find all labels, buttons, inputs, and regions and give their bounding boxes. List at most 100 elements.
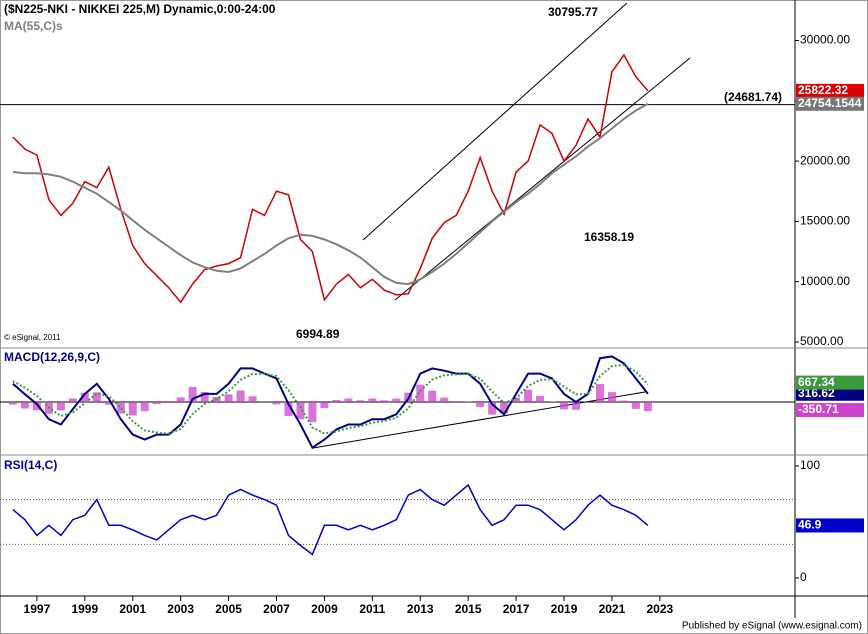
y-tick-label: 100 xyxy=(800,458,820,472)
histogram-bar xyxy=(536,395,545,403)
histogram-bar xyxy=(176,397,185,403)
series-line xyxy=(12,53,649,304)
x-tick-label: 2015 xyxy=(455,602,482,616)
histogram-bar xyxy=(500,402,509,414)
histogram-bar xyxy=(128,402,137,416)
annotation: 6994.89 xyxy=(296,327,340,341)
series-line xyxy=(12,355,649,450)
last-macd-box xyxy=(796,386,864,401)
histogram-bar xyxy=(380,400,389,403)
histogram-bar xyxy=(200,392,209,403)
histogram-bar xyxy=(308,402,317,423)
histogram-bar xyxy=(452,401,461,403)
x-tick-label: 2013 xyxy=(407,602,434,616)
histogram-bar xyxy=(248,396,257,403)
histogram-bar xyxy=(572,402,581,410)
histogram-bar xyxy=(152,402,161,405)
last-ma: 24754.1544 xyxy=(798,96,862,110)
annotation: 30795.77 xyxy=(548,5,598,19)
histogram-bar xyxy=(560,402,569,410)
x-tick-label: 2007 xyxy=(263,602,290,616)
histogram-bar xyxy=(332,399,341,403)
x-tick-label: 2009 xyxy=(311,602,338,616)
histogram-bar xyxy=(524,389,533,403)
histogram-bar xyxy=(236,390,245,403)
y-tick-label: 0 xyxy=(800,570,807,584)
x-tick-label: 2001 xyxy=(119,602,146,616)
copyright: © eSignal, 2011 xyxy=(4,333,61,342)
histogram-bar xyxy=(631,402,640,409)
x-tick-label: 1999 xyxy=(71,602,98,616)
histogram-bar xyxy=(20,402,29,409)
last-price: 25822.32 xyxy=(798,83,848,97)
footer: Published by eSignal (www.esignal.com) xyxy=(682,621,862,632)
x-tick-label: 2011 xyxy=(359,602,385,616)
last-signal: 667.34 xyxy=(798,375,835,389)
level-label: (24681.74) xyxy=(724,90,782,104)
series-line xyxy=(12,483,649,556)
histogram-bar xyxy=(392,398,401,403)
histogram-bar xyxy=(428,390,437,403)
rsi-title: RSI(14,C) xyxy=(4,458,57,472)
last-signal-box xyxy=(796,375,864,390)
macd-title: MACD(12,26,9,C) xyxy=(4,350,100,364)
histogram-bar xyxy=(344,398,353,403)
histogram-bar xyxy=(440,397,449,403)
x-tick-label: 2023 xyxy=(647,602,674,616)
histogram-bar xyxy=(476,402,485,407)
histogram-bar xyxy=(619,400,628,403)
last-histogram: -350.71 xyxy=(798,402,839,416)
histogram-bar xyxy=(116,402,125,414)
histogram-bar xyxy=(488,402,497,415)
histogram-bar xyxy=(80,392,89,403)
chart-title: ($N225-NKI - NIKKEI 225,M) Dynamic,0:00-… xyxy=(4,2,276,16)
histogram-bar xyxy=(140,402,149,412)
x-tick-label: 2021 xyxy=(599,602,626,616)
trend-line xyxy=(394,57,691,301)
series-line xyxy=(12,102,649,286)
histogram-bar xyxy=(416,384,425,403)
histogram-bar xyxy=(320,402,329,409)
last-price-box xyxy=(796,83,864,98)
histogram-bar xyxy=(356,400,365,403)
last-ma-box xyxy=(796,96,864,111)
histogram-bar xyxy=(56,402,65,411)
histogram-bar xyxy=(32,402,41,411)
x-tick-label: 1997 xyxy=(24,602,51,616)
last-rsi-box xyxy=(796,518,864,533)
histogram-bar xyxy=(284,402,293,416)
y-tick-label: 10000.00 xyxy=(800,274,850,288)
x-tick-label: 2019 xyxy=(551,602,578,616)
histogram-bar xyxy=(224,394,233,403)
histogram-bar xyxy=(607,392,616,403)
y-tick-label: 20000.00 xyxy=(800,153,850,167)
histogram-bar xyxy=(296,402,305,420)
x-tick-label: 2017 xyxy=(503,602,530,616)
histogram-bar xyxy=(643,402,652,412)
histogram-bar xyxy=(104,402,113,405)
subtitle: MA(55,C)s xyxy=(4,19,63,33)
histogram-bar xyxy=(92,392,101,403)
x-tick-label: 2003 xyxy=(167,602,194,616)
y-tick-label: 30000.00 xyxy=(800,33,850,47)
y-tick-label: 15000.00 xyxy=(800,214,850,228)
x-tick-label: 2005 xyxy=(215,602,242,616)
trend-line xyxy=(362,2,628,241)
annotation: 16358.19 xyxy=(584,230,634,244)
last-rsi: 46.9 xyxy=(798,518,822,532)
histogram-bar xyxy=(68,398,77,403)
histogram-bar xyxy=(595,384,604,403)
y-tick-label: 5000.00 xyxy=(800,334,844,348)
histogram-bar xyxy=(188,386,197,403)
trend-line xyxy=(312,391,646,449)
last-histogram-box xyxy=(796,403,864,418)
histogram-bar xyxy=(272,402,281,405)
histogram-bar xyxy=(368,398,377,403)
histogram-bar xyxy=(164,402,173,404)
histogram-bar xyxy=(8,402,17,405)
series-line xyxy=(12,363,649,435)
histogram-bar xyxy=(512,397,521,403)
histogram-bar xyxy=(548,401,557,403)
